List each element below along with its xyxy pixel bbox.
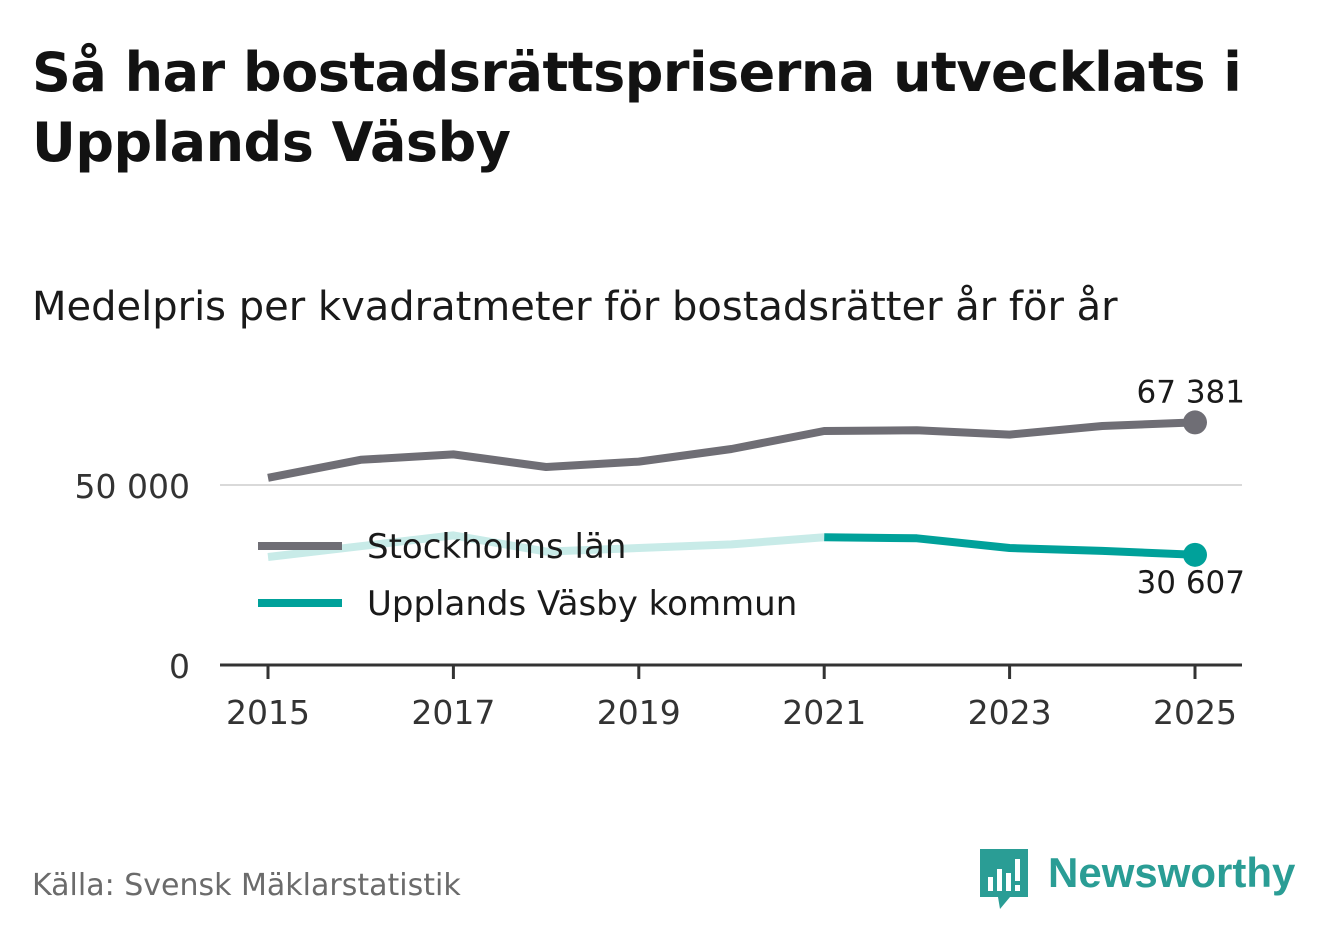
brand-name: Newsworthy xyxy=(1048,849,1296,896)
source-note: Källa: Svensk Mäklarstatistik xyxy=(32,868,461,903)
line-chart: 0 50 000 2015 2017 2019 2021 2023 2025 Stockhol… xyxy=(75,374,1245,732)
x-tick-label: 2017 xyxy=(411,693,495,732)
axis-layer: 0 50 000 2015 2017 2019 2021 2023 2025 xyxy=(75,467,1242,732)
data-label: 67 381 xyxy=(1137,374,1245,410)
x-tick-label: 2021 xyxy=(782,693,866,732)
x-tick-label: 2019 xyxy=(597,693,681,732)
chart-title: Så har bostadsrättspriserna utvecklats i… xyxy=(32,41,1242,174)
legend: Stockholms län Upplands Väsby kommun xyxy=(258,527,797,624)
series-line-vasby xyxy=(824,533,1196,559)
chart-subtitle: Medelpris per kvadratmeter för bostadsrä… xyxy=(32,284,1118,330)
data-label: 30 607 xyxy=(1137,565,1245,601)
label-layer: 67 381 30 607 xyxy=(1137,374,1245,600)
brand-logo: Newsworthy xyxy=(980,848,1295,910)
x-tick-label: 2015 xyxy=(226,693,310,732)
series-layer xyxy=(267,410,1207,567)
end-point-stockholm xyxy=(1183,410,1207,435)
newsworthy-logo-icon xyxy=(980,849,1028,909)
legend-label: Stockholms län xyxy=(367,527,626,567)
legend-label: Upplands Väsby kommun xyxy=(367,584,797,624)
series-line-stockholm xyxy=(267,418,1196,482)
y-tick-label: 50 000 xyxy=(75,467,190,506)
y-tick-label: 0 xyxy=(169,647,190,686)
end-point-vasby xyxy=(1183,542,1207,567)
x-tick-label: 2023 xyxy=(968,693,1052,732)
x-tick-label: 2025 xyxy=(1153,693,1237,732)
series-line-vasby-faded xyxy=(267,531,825,561)
